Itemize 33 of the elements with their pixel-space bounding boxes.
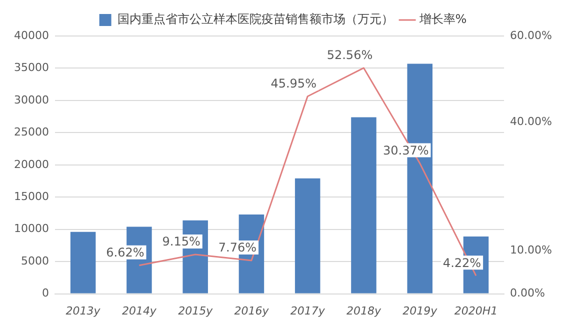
x-tick-label: 2020H1 bbox=[454, 304, 498, 318]
data-label: 4.22% bbox=[442, 256, 482, 270]
bar bbox=[70, 232, 96, 294]
bar bbox=[294, 178, 320, 294]
y-tick-label: 40000 bbox=[14, 28, 49, 42]
legend-label: 增长率% bbox=[418, 12, 467, 26]
y-tick-label: 5000 bbox=[20, 254, 49, 268]
x-tick-label: 2015y bbox=[178, 304, 214, 318]
x-tick-label: 2018y bbox=[346, 304, 382, 318]
data-label: 9.15% bbox=[162, 234, 200, 249]
x-tick-label: 2019y bbox=[402, 304, 438, 318]
legend-label: 国内重点省市公立样本医院疫苗销售额市场（万元） bbox=[117, 12, 394, 26]
y2-tick-label: 40.00% bbox=[510, 114, 552, 128]
x-tick-label: 2014y bbox=[122, 304, 157, 318]
y-tick-label: 30000 bbox=[14, 93, 49, 106]
y-tick-label: 20000 bbox=[14, 158, 49, 171]
y-tick-label: 15000 bbox=[14, 190, 49, 203]
data-label: 45.95% bbox=[270, 76, 316, 90]
y2-tick-label: 0.00% bbox=[510, 286, 546, 300]
y-tick-label: 10000 bbox=[14, 222, 49, 236]
x-tick-label: 2016y bbox=[234, 304, 270, 318]
data-label: 30.37% bbox=[382, 143, 429, 158]
y2-tick-label: 10.00% bbox=[510, 244, 552, 257]
data-label: 6.62% bbox=[106, 245, 144, 260]
y-tick-label: 35000 bbox=[14, 61, 49, 74]
x-tick-label: 2013y bbox=[66, 304, 101, 318]
y-tick-label: 0 bbox=[42, 286, 49, 300]
data-label: 7.76% bbox=[218, 240, 257, 255]
y2-tick-label: 60.00% bbox=[510, 28, 552, 42]
bar bbox=[351, 117, 376, 294]
y-tick-label: 25000 bbox=[14, 126, 49, 139]
x-tick-label: 2017y bbox=[290, 304, 326, 318]
data-label: 52.56% bbox=[326, 48, 373, 62]
